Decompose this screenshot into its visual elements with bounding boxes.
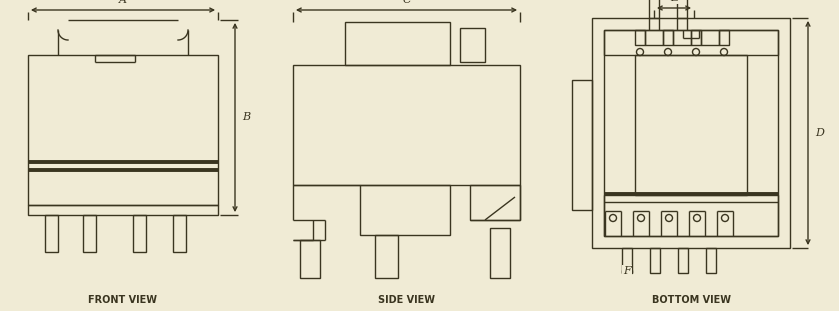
Bar bbox=[470, 185, 520, 220]
Text: B: B bbox=[242, 113, 250, 123]
Bar bbox=[83, 215, 96, 252]
Bar bbox=[677, 0, 687, 18]
Bar bbox=[663, 30, 673, 45]
Bar bbox=[300, 240, 320, 278]
Bar bbox=[173, 215, 186, 252]
Bar bbox=[293, 65, 520, 185]
Bar bbox=[719, 30, 729, 45]
Bar bbox=[635, 55, 747, 195]
Bar bbox=[572, 80, 592, 210]
Text: E: E bbox=[670, 0, 678, 3]
Bar bbox=[133, 215, 146, 252]
Bar bbox=[691, 30, 701, 45]
Bar bbox=[45, 215, 58, 252]
Bar bbox=[490, 228, 510, 278]
Bar bbox=[650, 248, 660, 273]
Bar bbox=[635, 30, 645, 45]
Text: FRONT VIEW: FRONT VIEW bbox=[88, 295, 158, 305]
Bar bbox=[604, 30, 778, 236]
Bar bbox=[622, 248, 632, 273]
Bar bbox=[360, 185, 450, 235]
Text: A: A bbox=[119, 0, 127, 5]
Bar bbox=[28, 55, 218, 205]
Bar bbox=[28, 205, 218, 215]
Bar bbox=[604, 30, 778, 55]
Bar bbox=[460, 28, 485, 62]
Bar bbox=[678, 248, 688, 273]
Text: BOTTOM VIEW: BOTTOM VIEW bbox=[652, 295, 731, 305]
Bar bbox=[592, 18, 790, 248]
Bar bbox=[649, 0, 659, 18]
Text: C: C bbox=[402, 0, 411, 5]
Text: F: F bbox=[623, 266, 631, 276]
Bar bbox=[604, 195, 778, 236]
Text: D: D bbox=[815, 128, 824, 138]
Bar bbox=[706, 248, 716, 273]
Bar bbox=[345, 22, 450, 65]
Text: SIDE VIEW: SIDE VIEW bbox=[378, 295, 435, 305]
Bar bbox=[375, 235, 398, 278]
